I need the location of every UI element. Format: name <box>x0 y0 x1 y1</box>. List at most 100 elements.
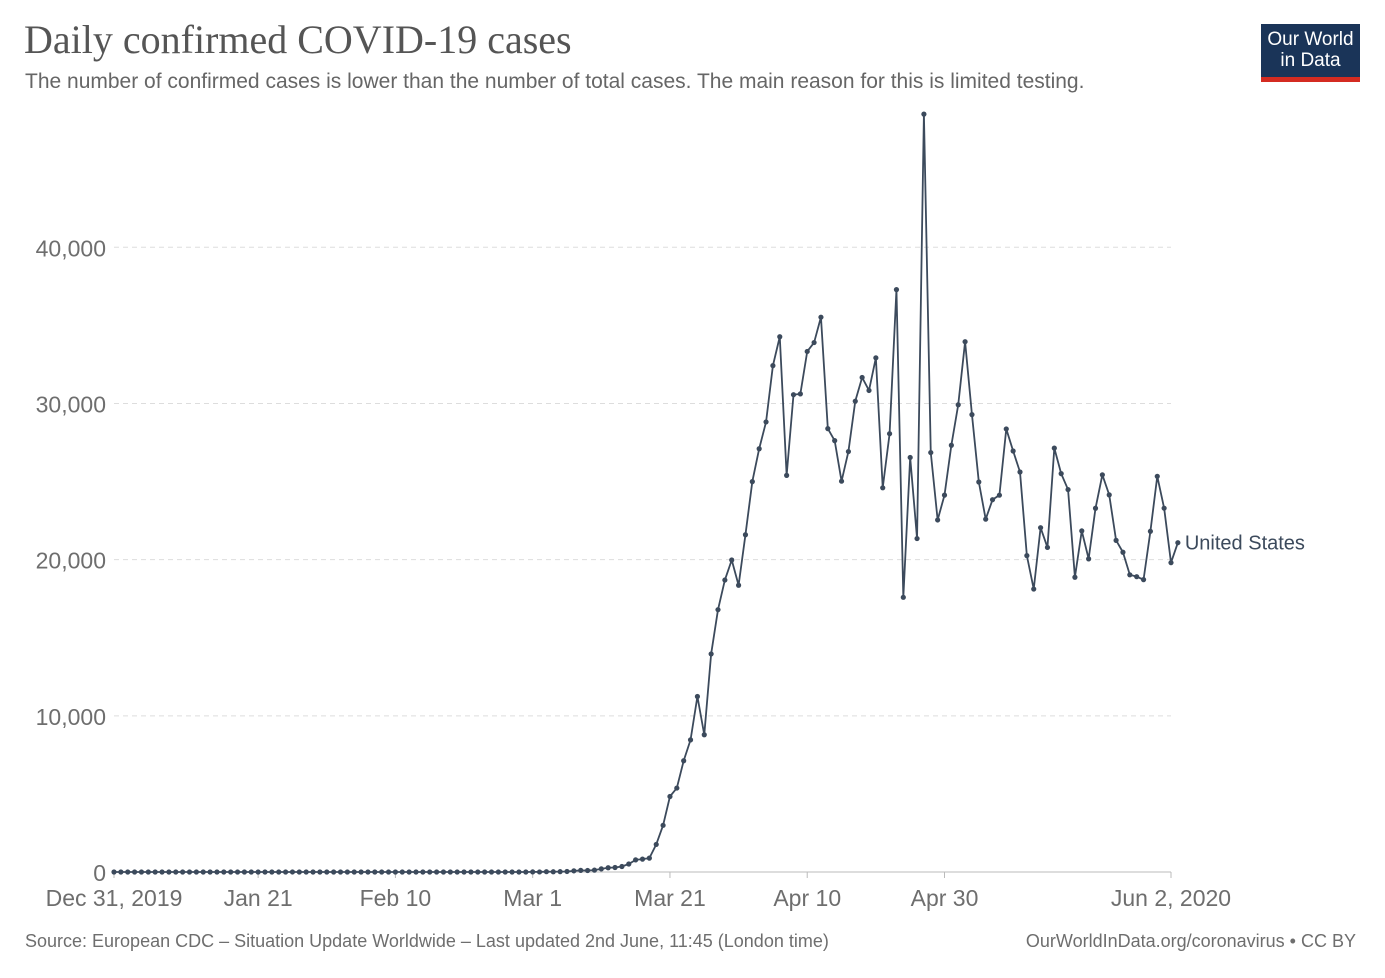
data-point[interactable] <box>866 387 872 394</box>
data-point[interactable] <box>324 869 330 875</box>
data-point[interactable] <box>1154 473 1160 479</box>
data-point[interactable] <box>228 869 234 875</box>
data-point[interactable] <box>1031 586 1037 592</box>
data-point[interactable] <box>928 449 934 456</box>
series-label[interactable]: United States <box>1185 533 1305 555</box>
data-point[interactable] <box>619 863 625 870</box>
data-point[interactable] <box>612 864 618 871</box>
data-point[interactable] <box>420 869 426 875</box>
data-point[interactable] <box>310 869 316 875</box>
data-point[interactable] <box>708 651 714 657</box>
data-point[interactable] <box>935 517 941 523</box>
data-point[interactable] <box>118 869 124 875</box>
data-point[interactable] <box>983 516 989 522</box>
data-point[interactable] <box>578 867 584 873</box>
data-point[interactable] <box>694 693 701 700</box>
data-point[interactable] <box>337 869 344 875</box>
data-point[interactable] <box>399 869 405 875</box>
data-point[interactable] <box>440 869 447 875</box>
data-point[interactable] <box>289 869 296 875</box>
data-point[interactable] <box>447 869 453 875</box>
data-point[interactable] <box>907 454 913 461</box>
data-point[interactable] <box>941 492 948 498</box>
data-point[interactable] <box>886 431 893 437</box>
data-point[interactable] <box>234 869 241 875</box>
data-point[interactable] <box>200 869 206 875</box>
data-point[interactable] <box>145 869 151 875</box>
data-point[interactable] <box>523 869 529 875</box>
data-point[interactable] <box>269 869 275 875</box>
data-point[interactable] <box>1072 574 1078 580</box>
data-point[interactable] <box>859 374 865 381</box>
data-point[interactable] <box>873 355 879 361</box>
data-point[interactable] <box>427 869 433 875</box>
data-point[interactable] <box>605 865 611 871</box>
data-point[interactable] <box>303 869 309 875</box>
data-point[interactable] <box>687 737 694 743</box>
data-point[interactable] <box>742 532 749 538</box>
data-point[interactable] <box>152 869 158 875</box>
data-point[interactable] <box>255 869 261 875</box>
data-point[interactable] <box>1010 448 1016 454</box>
data-point[interactable] <box>509 869 515 875</box>
data-point[interactable] <box>454 869 460 875</box>
credit-link[interactable]: OurWorldInData.org/coronavirus • CC BY <box>1025 931 1356 951</box>
data-point[interactable] <box>770 363 776 369</box>
data-point[interactable] <box>372 869 378 875</box>
data-point[interactable] <box>516 869 522 875</box>
data-point[interactable] <box>832 438 838 444</box>
data-point[interactable] <box>989 497 996 503</box>
data-point[interactable] <box>207 869 213 875</box>
data-point[interactable] <box>797 391 803 397</box>
data-point[interactable] <box>1003 426 1009 432</box>
data-point[interactable] <box>468 869 474 875</box>
data-point[interactable] <box>564 868 570 875</box>
data-point[interactable] <box>1175 540 1181 546</box>
data-point[interactable] <box>351 869 357 875</box>
data-point[interactable] <box>667 793 673 800</box>
data-point[interactable] <box>1127 572 1133 578</box>
data-point[interactable] <box>1113 537 1119 543</box>
data-point[interactable] <box>475 869 481 875</box>
data-point[interactable] <box>598 866 604 872</box>
data-point[interactable] <box>125 869 131 875</box>
data-point[interactable] <box>948 442 954 448</box>
data-point[interactable] <box>880 485 886 491</box>
data-point[interactable] <box>1099 472 1105 478</box>
data-point[interactable] <box>653 841 659 848</box>
data-point[interactable] <box>674 785 680 791</box>
data-point[interactable] <box>996 492 1003 498</box>
data-point[interactable] <box>1120 549 1126 555</box>
data-point[interactable] <box>784 472 790 478</box>
data-point[interactable] <box>530 869 536 875</box>
data-point[interactable] <box>838 478 845 484</box>
data-point[interactable] <box>317 869 323 875</box>
data-point[interactable] <box>893 287 900 293</box>
data-point[interactable] <box>1065 486 1071 493</box>
data-point[interactable] <box>763 419 769 425</box>
data-point[interactable] <box>646 855 652 861</box>
data-point[interactable] <box>193 869 199 875</box>
data-point[interactable] <box>159 869 165 875</box>
data-point[interactable] <box>557 869 563 875</box>
data-point[interactable] <box>536 869 543 875</box>
data-point[interactable] <box>735 582 742 588</box>
data-point[interactable] <box>1051 445 1057 451</box>
data-point[interactable] <box>900 594 906 600</box>
data-point[interactable] <box>1092 505 1099 511</box>
data-point[interactable] <box>811 339 817 346</box>
data-point[interactable] <box>722 577 728 583</box>
data-point[interactable] <box>584 867 591 874</box>
data-point[interactable] <box>660 822 666 828</box>
data-point[interactable] <box>955 402 961 408</box>
data-point[interactable] <box>173 869 179 875</box>
data-point[interactable] <box>749 478 755 485</box>
data-point[interactable] <box>825 426 831 432</box>
data-point[interactable] <box>241 869 248 875</box>
owid-logo[interactable]: Our World in Data <box>1261 24 1360 82</box>
data-point[interactable] <box>571 868 577 874</box>
data-point[interactable] <box>1161 505 1167 511</box>
data-point[interactable] <box>1058 471 1064 477</box>
data-point[interactable] <box>495 869 501 875</box>
data-point[interactable] <box>701 732 707 738</box>
